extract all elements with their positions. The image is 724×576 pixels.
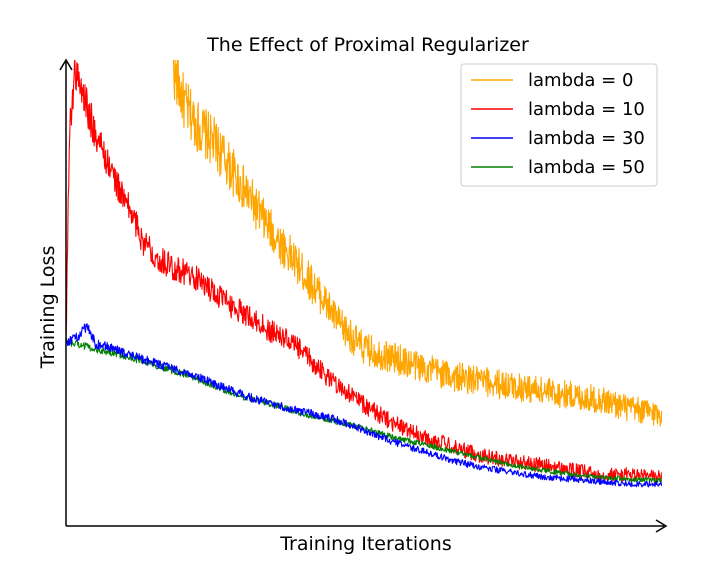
- series-line-1: [172, 60, 662, 427]
- legend-label-2: lambda = 10: [528, 99, 645, 120]
- legend-label-1: lambda = 0: [528, 70, 633, 91]
- legend-label-3: lambda = 30: [528, 128, 645, 149]
- series-line-4: [66, 337, 662, 483]
- legend-label-4: lambda = 50: [528, 157, 645, 178]
- x-axis-label: Training Iterations: [279, 533, 452, 555]
- legend: lambda = 0 lambda = 10 lambda = 30 lambda =…: [460, 63, 658, 187]
- x-axis-arrow-icon: [655, 519, 668, 533]
- y-axis-label: Training Loss: [37, 246, 59, 370]
- series-line-3: [66, 323, 662, 488]
- chart-title: The Effect of Proximal Regularizer: [206, 34, 529, 56]
- axes: [59, 58, 668, 533]
- y-axis-arrow-icon: [59, 58, 73, 71]
- legend-frame: [460, 63, 658, 187]
- series-layer: [66, 60, 662, 488]
